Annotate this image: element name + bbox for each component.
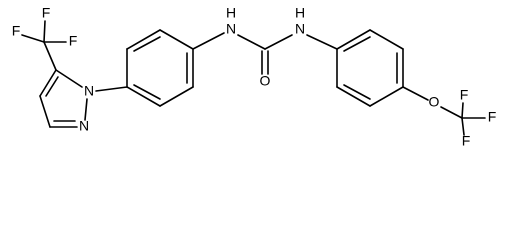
atom-label: O	[260, 73, 271, 89]
molecule-diagram: F F F N N H N O H N O F F F	[12, 5, 497, 149]
atom-label: F	[69, 33, 78, 49]
bonds	[21, 20, 486, 136]
atom-label: N	[84, 83, 94, 99]
atom-label: H	[226, 5, 236, 21]
atom-label: F	[462, 133, 471, 149]
atom-label: F	[460, 87, 469, 103]
atom-label: F	[488, 109, 497, 125]
atom-label: F	[42, 5, 51, 21]
atom-label: N	[79, 118, 89, 134]
atom-label: F	[12, 23, 21, 39]
atom-label: N	[295, 21, 305, 37]
atom-label: O	[429, 94, 440, 110]
atom-label: H	[295, 5, 305, 21]
atom-label: N	[226, 21, 236, 37]
